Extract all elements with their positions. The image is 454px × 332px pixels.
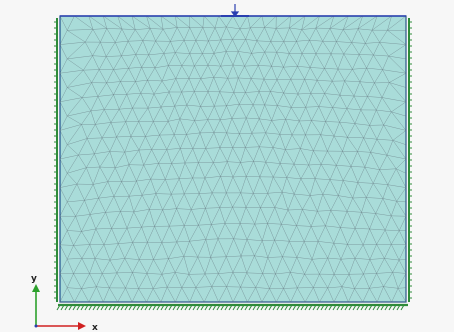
y-axis-label: y [31, 274, 37, 284]
soil-domain[interactable] [59, 15, 407, 303]
fixed-support-icon [56, 303, 408, 311]
roller-support-icon [408, 18, 412, 302]
coordinate-axes-icon [32, 284, 86, 330]
triangular-mesh [59, 15, 407, 303]
point-load-icon[interactable] [221, 4, 249, 17]
x-axis-label: x [92, 323, 98, 332]
roller-support-icon [54, 18, 58, 302]
